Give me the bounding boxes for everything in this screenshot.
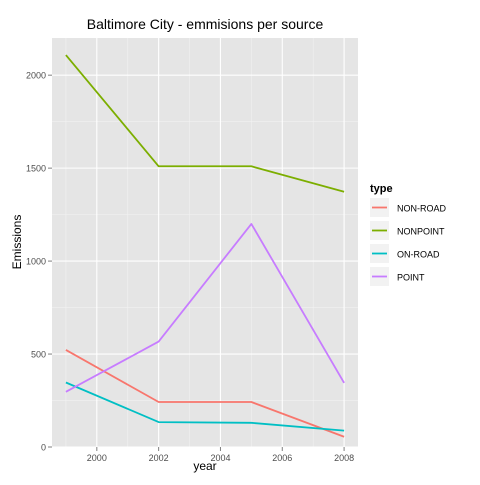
series-line-non-road: [65, 349, 345, 438]
legend-label-on-road: ON-ROAD: [397, 250, 440, 260]
y-tick-label: 1500: [26, 164, 46, 174]
x-axis-label: year: [193, 459, 216, 473]
legend: type NON-ROAD NONPOINT ON-ROAD POINT: [370, 183, 446, 286]
series-line-point: [65, 223, 345, 393]
y-tick-label: 500: [31, 350, 46, 360]
plot-panel: [52, 38, 358, 447]
y-axis-label: Emissions: [10, 215, 24, 270]
grid-lines: [52, 38, 358, 448]
y-tick-label: 1000: [26, 257, 46, 267]
chart-title: Baltimore City - emmisions per source: [87, 16, 324, 32]
axes: 0 500 1000 1500 2000 2000 2002 2004 2006 2008: [26, 71, 354, 463]
legend-label-nonpoint: NONPOINT: [397, 227, 445, 237]
x-tick-label: 2008: [334, 453, 354, 463]
x-tick-label: 2004: [210, 453, 230, 463]
y-tick-label: 2000: [26, 71, 46, 81]
y-tick-label: 0: [41, 443, 46, 453]
series-line-nonpoint: [65, 54, 345, 193]
legend-label-point: POINT: [397, 273, 425, 283]
series-lines: [65, 54, 345, 438]
x-tick-label: 2006: [272, 453, 292, 463]
legend-label-non-road: NON-ROAD: [397, 204, 446, 214]
x-tick-label: 2000: [87, 453, 107, 463]
legend-title: type: [370, 183, 393, 195]
x-tick-label: 2002: [149, 453, 169, 463]
series-line-on-road: [65, 381, 345, 432]
